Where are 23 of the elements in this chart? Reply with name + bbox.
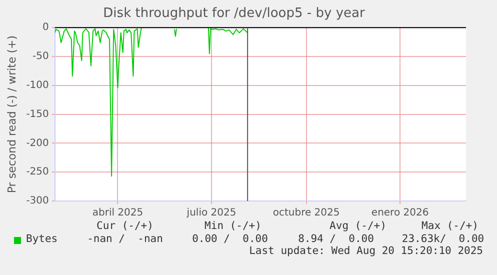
text: 8.94 / 0.00 <box>298 233 374 245</box>
x-tick-label: enero 2026 <box>371 208 429 219</box>
text: Max (-/+) <box>422 220 478 232</box>
y-tick-label: -250 <box>26 166 49 178</box>
y-axis-title: Pr second read (-) / write (+) <box>5 35 18 194</box>
y-tick-label: -50 <box>32 51 49 62</box>
text: Avg (-/+) <box>330 220 386 232</box>
legend-label: Bytes <box>26 233 58 245</box>
x-tick-label: julio 2025 <box>186 208 236 219</box>
text: 0.00 / 0.00 <box>192 233 268 245</box>
y-tick-label: -150 <box>26 108 49 120</box>
x-tick-label: octubre 2025 <box>272 208 340 219</box>
chart-title: Disk throughput for /dev/loop5 - by year <box>103 6 366 22</box>
y-tick-label: 0 <box>42 22 49 34</box>
text: 23.63k/ 0.00 <box>402 233 484 245</box>
y-tick-label: -100 <box>26 80 49 91</box>
text: Last update: Wed Aug 20 15:20:10 2025 <box>249 245 483 257</box>
text: Cur (-/+) <box>96 220 154 232</box>
y-tick-label: -300 <box>26 196 49 207</box>
text: -nan / -nan <box>87 233 163 245</box>
y-tick-label: -200 <box>26 138 49 149</box>
x-tick-label: abril 2025 <box>92 208 144 219</box>
text: Min (-/+) <box>204 220 262 232</box>
